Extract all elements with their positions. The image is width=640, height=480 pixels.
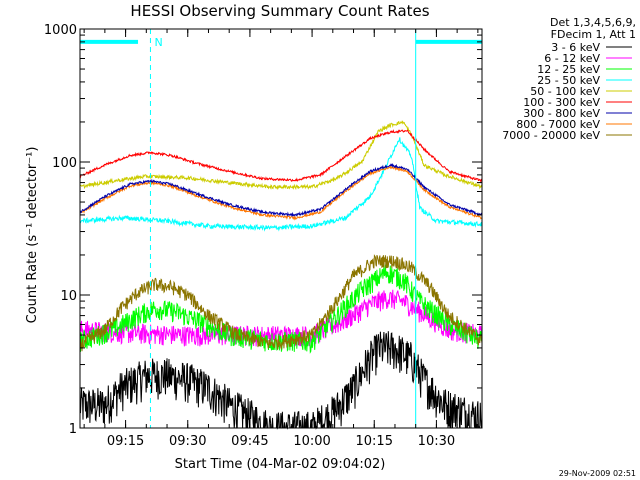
flag-label: N (154, 36, 162, 49)
legend: Det 1,3,4,5,6,9,FDecim 1, Att 13 - 6 keV… (502, 16, 636, 142)
y-tick-label: 1 (69, 422, 77, 437)
y-tick-label: 100 (52, 156, 77, 171)
axis-layer: 09:15 09:30 09:45 10:00 10:15 10:30 1 10 100 1000 (44, 23, 482, 449)
legend-entry-label: 300 - 800 keV (523, 107, 600, 120)
legend-entry-label: 3 - 6 keV (551, 41, 600, 54)
series-line-6-12-kev (79, 289, 483, 347)
x-tick-label: 09:45 (231, 434, 268, 449)
legend-entry-label: 12 - 25 keV (537, 63, 600, 76)
generation-timestamp: 29-Nov-2009 02:51 (559, 469, 636, 478)
x-tick-label: 10:15 (356, 434, 393, 449)
legend-header-line: FDecim 1, Att 1 (551, 28, 636, 41)
legend-entry-label: 800 - 7000 keV (516, 118, 600, 131)
legend-entry-label: 25 - 50 keV (537, 74, 600, 87)
series-line-300-800-kev (79, 163, 483, 217)
legend-entry-label: 50 - 100 keV (530, 85, 600, 98)
y-axis-label: Count Rate (s⁻¹ detector⁻¹) (25, 147, 40, 324)
x-tick-label: 09:15 (107, 434, 144, 449)
series-line-800-7000-kev (79, 164, 482, 221)
series-layer (79, 120, 483, 430)
y-tick-label: 10 (60, 289, 77, 304)
plot-frame (79, 28, 483, 429)
y-tick-label: 1000 (44, 23, 77, 38)
legend-entry-label: 100 - 300 keV (523, 96, 600, 109)
x-tick-label: 10:00 (293, 434, 330, 449)
series-line-7000-20000-kev (79, 254, 483, 352)
legend-entry-label: 6 - 12 keV (544, 52, 600, 65)
x-axis-label: Start Time (04-Mar-02 09:04:02) (175, 457, 386, 472)
chart-title: HESSI Observing Summary Count Rates (130, 2, 429, 20)
series-line-12-25-kev (79, 264, 483, 354)
x-tick-label: 10:30 (418, 434, 455, 449)
series-line-50-100-kev (79, 120, 483, 190)
series-line-100-300-kev (79, 129, 483, 184)
legend-entry-label: 7000 - 20000 keV (502, 129, 600, 142)
series-line-3-6-kev (79, 331, 483, 430)
legend-header-line: Det 1,3,4,5,6,9, (550, 16, 636, 29)
x-tick-label: 09:30 (169, 434, 206, 449)
